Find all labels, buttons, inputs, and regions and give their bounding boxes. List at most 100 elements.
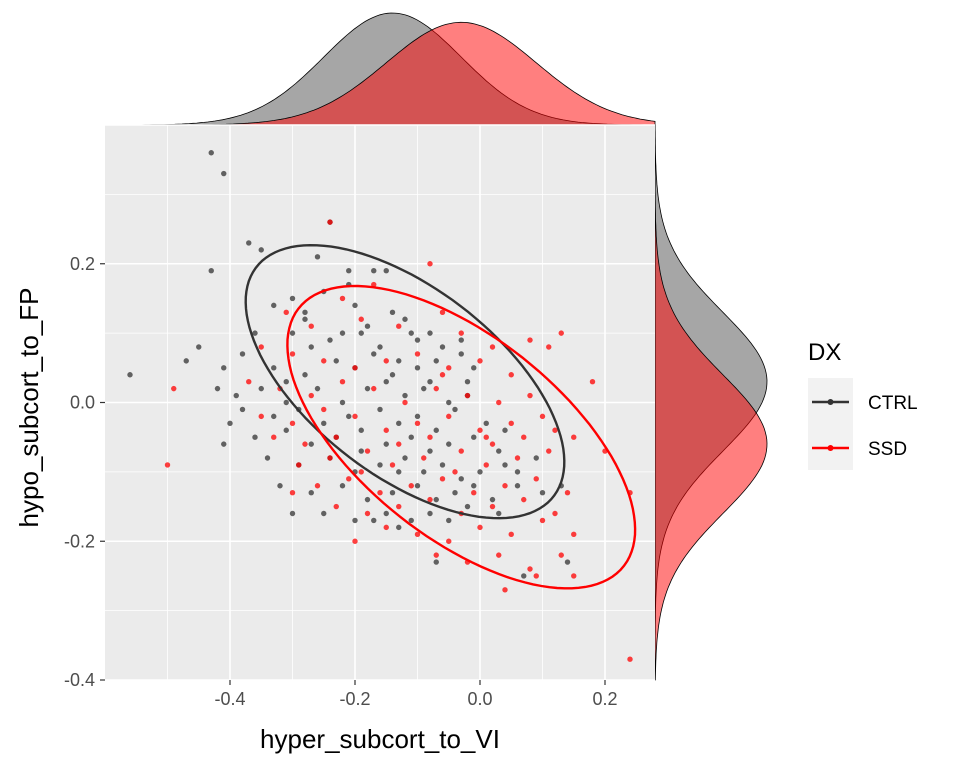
point-ssd (308, 392, 314, 399)
point-ssd (321, 358, 327, 364)
point-ctrl (308, 344, 314, 350)
point-ctrl (377, 406, 383, 413)
point-ctrl (414, 365, 421, 371)
point-ssd (164, 462, 171, 468)
point-ssd (627, 656, 633, 662)
point-ssd (358, 469, 364, 475)
point-ctrl (396, 469, 402, 475)
point-ssd (171, 385, 177, 392)
point-ssd (339, 378, 346, 385)
point-ctrl (227, 420, 233, 427)
point-ctrl (402, 316, 408, 322)
legend-key-point (827, 399, 834, 405)
point-ctrl (433, 559, 439, 565)
point-ctrl (358, 427, 364, 433)
point-ctrl (446, 517, 452, 524)
point-ctrl (383, 441, 389, 447)
point-ssd (446, 413, 452, 420)
point-ssd (289, 489, 296, 496)
point-ctrl (346, 267, 352, 274)
point-ctrl (521, 573, 527, 579)
point-ssd (477, 524, 483, 531)
point-ssd (446, 365, 452, 371)
point-ssd (408, 483, 414, 489)
point-ctrl (302, 309, 308, 316)
point-ctrl (383, 378, 389, 385)
point-ssd (446, 538, 452, 544)
point-ctrl (308, 441, 314, 447)
point-ssd (496, 399, 502, 406)
point-ctrl (264, 455, 271, 461)
point-ssd (414, 531, 421, 538)
point-ctrl (408, 517, 414, 524)
point-ctrl (439, 462, 446, 468)
x-tick-label: -0.2 (339, 689, 370, 709)
point-ctrl (471, 365, 477, 371)
point-ssd (383, 427, 389, 433)
point-ctrl (514, 483, 521, 489)
point-ssd (402, 399, 408, 406)
point-ssd (483, 434, 489, 440)
point-ssd (546, 448, 552, 454)
point-ssd (339, 295, 346, 302)
point-ssd (489, 344, 496, 350)
point-ctrl (233, 392, 239, 399)
point-ctrl (433, 358, 439, 364)
point-ssd (296, 462, 302, 468)
point-ctrl (258, 385, 264, 392)
point-ctrl (433, 427, 439, 433)
point-ctrl (314, 385, 321, 392)
point-ctrl (183, 358, 189, 364)
point-ctrl (414, 413, 421, 420)
point-ctrl (402, 455, 408, 461)
point-ctrl (383, 267, 389, 274)
point-ctrl (364, 496, 371, 503)
point-ssd (427, 496, 433, 503)
point-ctrl (339, 399, 346, 406)
point-ctrl (214, 385, 221, 392)
point-ssd (533, 573, 539, 579)
point-ssd (333, 434, 339, 440)
y-tick-label: 0.2 (70, 254, 95, 274)
point-ctrl (564, 559, 571, 565)
point-ssd (302, 441, 308, 447)
x-tick-label: 0.0 (467, 689, 492, 709)
point-ctrl (289, 330, 296, 336)
point-ssd (414, 351, 421, 357)
grid-lines (105, 124, 655, 681)
point-ctrl (533, 455, 539, 461)
point-ssd (352, 365, 358, 371)
point-ctrl (283, 378, 289, 385)
point-ctrl (433, 496, 439, 503)
point-ssd (439, 476, 446, 482)
scatter-points (127, 150, 633, 662)
point-ctrl (471, 483, 477, 489)
point-ctrl (371, 517, 377, 524)
point-ssd (358, 316, 364, 322)
point-ssd (546, 344, 552, 350)
point-ssd (539, 413, 546, 420)
point-ctrl (464, 378, 471, 385)
point-ctrl (464, 503, 471, 510)
point-ssd (371, 385, 377, 392)
point-ssd (433, 385, 439, 392)
point-ctrl (421, 469, 427, 475)
point-ctrl (396, 524, 402, 531)
point-ctrl (421, 385, 427, 392)
point-ctrl (539, 489, 546, 496)
point-ssd (258, 344, 264, 350)
point-ssd (508, 420, 514, 427)
point-ctrl (208, 150, 214, 156)
point-ssd (564, 489, 571, 496)
point-ssd (571, 434, 577, 440)
point-ctrl (314, 254, 321, 260)
point-ssd (383, 358, 389, 364)
point-ctrl (339, 330, 346, 336)
point-ssd (521, 496, 527, 503)
point-ssd (527, 566, 533, 572)
point-ctrl (427, 378, 433, 385)
point-ssd (464, 392, 471, 399)
point-ssd (439, 309, 446, 316)
point-ssd (314, 483, 321, 489)
